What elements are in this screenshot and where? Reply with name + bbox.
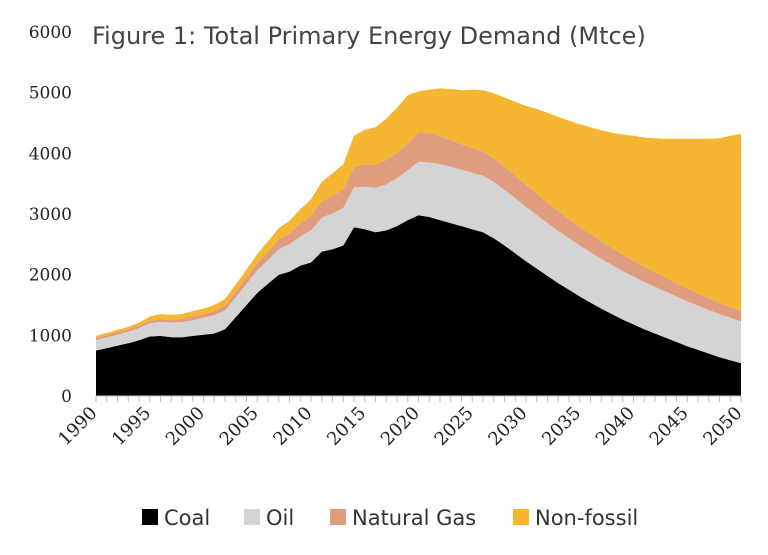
x-tick-label: 2015 <box>323 403 370 450</box>
x-tick-label: 1990 <box>54 403 101 450</box>
legend-label: Oil <box>266 506 294 530</box>
y-tick-label: 2000 <box>29 266 72 286</box>
legend-item-natural-gas: Natural Gas <box>330 506 476 530</box>
x-tick-label: 2000 <box>162 403 209 450</box>
x-tick-label: 2040 <box>592 403 639 450</box>
area-non-fossil <box>96 88 741 338</box>
legend: Coal Oil Natural Gas Non-fossil <box>142 506 638 530</box>
area-series-group <box>96 88 741 396</box>
legend-label: Non-fossil <box>535 506 638 530</box>
x-tick-label: 2050 <box>699 403 746 450</box>
y-tick-label: 6000 <box>29 23 72 43</box>
y-tick-label: 0 <box>61 387 72 407</box>
x-tick-label: 2010 <box>269 403 316 450</box>
legend-swatch <box>513 509 529 525</box>
x-tick-label: 2035 <box>538 403 585 450</box>
x-tick-label: 2030 <box>484 403 531 450</box>
legend-label: Natural Gas <box>352 506 476 530</box>
legend-swatch <box>330 509 346 525</box>
x-tick-label: 2045 <box>646 403 693 450</box>
x-tick-label: 1995 <box>108 403 155 450</box>
y-tick-label: 3000 <box>29 205 72 225</box>
chart-title: Figure 1: Total Primary Energy Demand (M… <box>92 22 646 50</box>
area-coal <box>96 215 741 396</box>
x-tick-label: 2020 <box>377 403 424 450</box>
legend-item-oil: Oil <box>244 506 294 530</box>
area-natural-gas <box>96 132 741 341</box>
y-tick-label: 4000 <box>29 144 72 164</box>
area-oil <box>96 161 741 364</box>
x-tick-label: 2005 <box>216 403 263 450</box>
legend-item-coal: Coal <box>142 506 210 530</box>
y-tick-label: 5000 <box>29 84 72 104</box>
legend-label: Coal <box>164 506 210 530</box>
x-tick-label: 2025 <box>431 403 478 450</box>
y-tick-label: 1000 <box>29 326 72 346</box>
legend-swatch <box>142 509 158 525</box>
legend-item-non-fossil: Non-fossil <box>513 506 638 530</box>
legend-swatch <box>244 509 260 525</box>
